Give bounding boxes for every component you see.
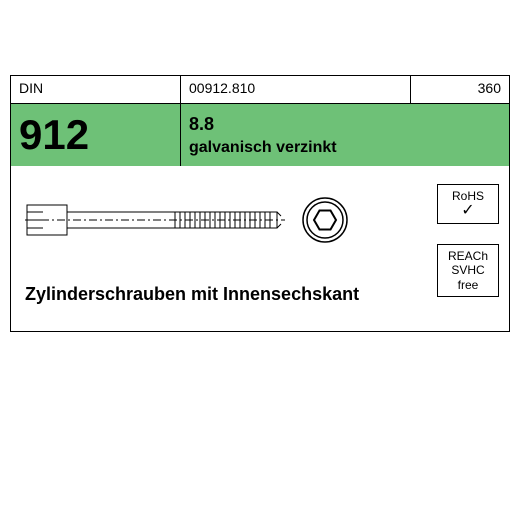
check-icon: ✓ bbox=[440, 203, 496, 219]
reach-badge: REACh SVHC free bbox=[437, 244, 499, 297]
rohs-label: RoHS bbox=[440, 189, 496, 203]
header-row: DIN 00912.810 360 bbox=[11, 76, 509, 104]
din-number: 912 bbox=[11, 104, 181, 166]
ref-number: 360 bbox=[411, 76, 509, 103]
reach-line2: SVHC bbox=[440, 263, 496, 277]
card-body: Zylinderschrauben mit Innensechskant RoH… bbox=[11, 166, 509, 331]
spec-cell: 8.8 galvanisch verzinkt bbox=[181, 104, 509, 166]
product-code: 00912.810 bbox=[181, 76, 411, 103]
product-card: DIN 00912.810 360 912 8.8 galvanisch ver… bbox=[10, 75, 510, 332]
surface-finish: galvanisch verzinkt bbox=[189, 139, 501, 157]
screw-drawing bbox=[25, 180, 365, 265]
spec-row: 912 8.8 galvanisch verzinkt bbox=[11, 104, 509, 166]
material-grade: 8.8 bbox=[189, 114, 501, 135]
standard-label: DIN bbox=[11, 76, 181, 103]
reach-line1: REACh bbox=[440, 249, 496, 263]
reach-line3: free bbox=[440, 278, 496, 292]
product-name: Zylinderschrauben mit Innensechskant bbox=[25, 284, 359, 305]
rohs-badge: RoHS ✓ bbox=[437, 184, 499, 224]
